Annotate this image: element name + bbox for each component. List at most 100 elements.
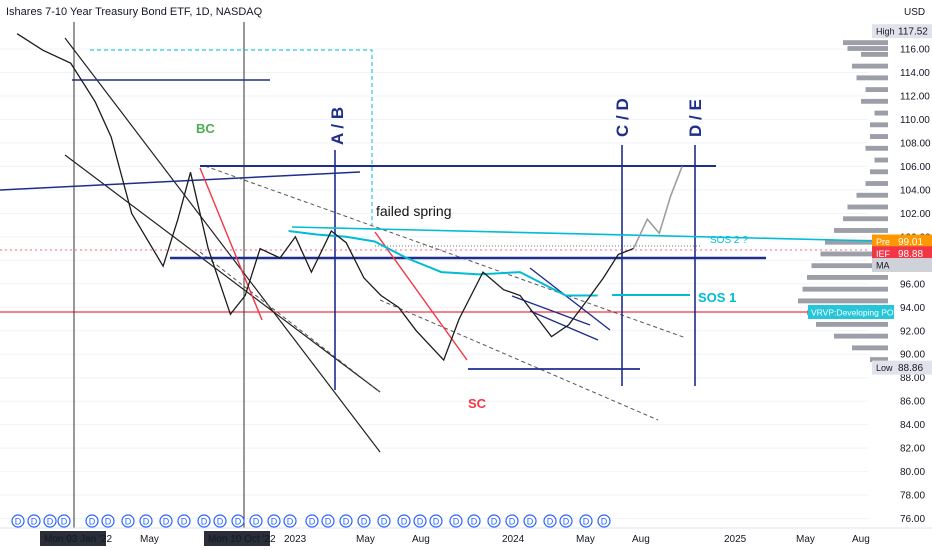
- vrvp-bar: [802, 286, 888, 292]
- dividend-marker[interactable]: [159, 514, 173, 528]
- y-tick-label: 92.00: [900, 326, 925, 337]
- wedge-line-1: [529, 267, 611, 331]
- dividend-marker[interactable]: [543, 514, 557, 528]
- y-tick-label: 84.00: [900, 420, 925, 431]
- dividend-letter: D: [287, 517, 294, 527]
- dividend-letter: D: [433, 517, 440, 527]
- dividend-marker[interactable]: [397, 514, 411, 528]
- dividend-letter: D: [105, 517, 112, 527]
- dividend-letter: D: [563, 517, 570, 527]
- dividend-marker[interactable]: [249, 514, 263, 528]
- dividend-letter: D: [601, 517, 608, 527]
- y-tick-label: 82.00: [900, 444, 925, 455]
- vrvp-bar: [874, 110, 888, 116]
- dividend-marker[interactable]: [197, 514, 211, 528]
- dividend-letter: D: [583, 517, 590, 527]
- dividend-marker[interactable]: [27, 514, 41, 528]
- dividend-marker[interactable]: [85, 514, 99, 528]
- x-tick-label: Mon 03 Jan '22: [44, 534, 113, 545]
- vrvp-bar: [852, 345, 888, 351]
- vrvp-bar: [843, 40, 888, 46]
- tag-ma-bg: [872, 258, 932, 273]
- y-tick-label: 102.00: [900, 209, 931, 220]
- dividend-marker[interactable]: [429, 514, 443, 528]
- dividend-marker[interactable]: [121, 514, 135, 528]
- moving-average-line: [288, 230, 598, 297]
- tag-pre-label: Pre: [876, 237, 890, 247]
- x-tick-label: May: [140, 534, 159, 545]
- vrvp-bar: [865, 145, 888, 151]
- dividend-letter: D: [217, 517, 224, 527]
- x-label-box: [40, 531, 106, 546]
- dividend-marker[interactable]: [267, 514, 281, 528]
- vrvp-bar: [847, 46, 888, 51]
- dividend-marker[interactable]: [283, 514, 297, 528]
- tag-ief-bg: [872, 246, 932, 261]
- dividend-letter: D: [235, 517, 242, 527]
- dividend-marker[interactable]: [523, 514, 537, 528]
- dividend-marker[interactable]: [231, 514, 245, 528]
- dividend-marker[interactable]: [505, 514, 519, 528]
- dividend-letter: D: [201, 517, 208, 527]
- y-tick-label: 90.00: [900, 350, 925, 361]
- dashed-trend-2: [199, 251, 381, 393]
- dividend-marker[interactable]: [43, 514, 57, 528]
- tag-low-bg: [872, 360, 932, 375]
- dividend-marker[interactable]: [597, 514, 611, 528]
- sos2-line: [291, 226, 879, 242]
- label-cd: C / D: [613, 98, 632, 137]
- dividend-marker[interactable]: [579, 514, 593, 528]
- x-tick-label: May: [796, 534, 815, 545]
- dividend-marker[interactable]: [449, 514, 463, 528]
- dividend-letter: D: [61, 517, 68, 527]
- dividend-letter: D: [89, 517, 96, 527]
- vrvp-bar: [847, 204, 888, 210]
- vrvp-bar: [811, 263, 888, 269]
- dividend-letter: D: [547, 517, 554, 527]
- wedge-line-3: [529, 310, 599, 341]
- dividend-letter: D: [15, 517, 22, 527]
- vrvp-bar: [843, 216, 888, 222]
- label-sos2: SOS 2 ?: [710, 235, 748, 246]
- y-tick-label: 96.00: [900, 279, 925, 290]
- dividend-marker[interactable]: [101, 514, 115, 528]
- tag-ief-label: IEF: [876, 249, 891, 259]
- dividend-marker[interactable]: [213, 514, 227, 528]
- tag-pre-bg: [872, 234, 932, 249]
- y-tick-label: 94.00: [900, 303, 925, 314]
- dividend-marker[interactable]: [305, 514, 319, 528]
- annotations: BC SC failed spring SOS 1 SOS 2 ? A / B C / D D…: [196, 98, 748, 411]
- vrvp-bar: [816, 321, 888, 327]
- dividend-marker[interactable]: [339, 514, 353, 528]
- dividend-letter: D: [527, 517, 534, 527]
- x-tick-label: Aug: [852, 534, 870, 545]
- dividend-marker[interactable]: [57, 514, 71, 528]
- vrvp-bar: [834, 228, 888, 233]
- chart-title: Ishares 7-10 Year Treasury Bond ETF, 1D,…: [6, 6, 263, 18]
- dividend-marker[interactable]: [413, 514, 427, 528]
- vrvp-bar: [865, 181, 888, 186]
- dividend-marker[interactable]: [357, 514, 371, 528]
- dividend-letter: D: [31, 517, 38, 527]
- dividend-marker[interactable]: [11, 514, 25, 528]
- vrvp-bar: [825, 239, 888, 245]
- dividend-letter: D: [253, 517, 260, 527]
- dividend-letter: D: [401, 517, 408, 527]
- tag-poc-label: VRVP:Developing POC: [811, 307, 900, 317]
- dividend-marker[interactable]: [559, 514, 573, 528]
- dividend-marker[interactable]: [177, 514, 191, 528]
- dividend-letter: D: [325, 517, 332, 527]
- tag-ief-value: 98.88: [898, 249, 923, 260]
- x-tick-label: 2025: [724, 534, 747, 545]
- x-tick-label: 2024: [502, 534, 525, 545]
- price-series: [16, 33, 683, 362]
- dividend-marker[interactable]: [467, 514, 481, 528]
- x-tick-label: Aug: [412, 534, 430, 545]
- dividend-marker[interactable]: [377, 514, 391, 528]
- x-tick-label: 2023: [284, 534, 307, 545]
- dividend-marker[interactable]: [487, 514, 501, 528]
- dividend-marker[interactable]: [139, 514, 153, 528]
- dividend-marker[interactable]: [321, 514, 335, 528]
- tag-high-value: 117.52: [898, 27, 928, 38]
